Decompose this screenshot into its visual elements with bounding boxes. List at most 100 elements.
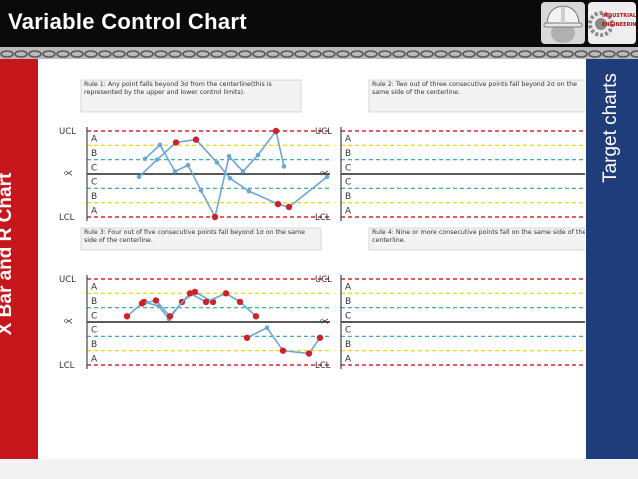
slide-title: Variable Control Chart (8, 9, 247, 34)
charts-panel (49, 64, 585, 459)
centerline-label: X̄ (319, 318, 331, 324)
ucl-label: UCL (315, 275, 332, 285)
zone-label: A (345, 283, 352, 293)
rule-caption: Rule 2: Two out of three consecutive poi… (372, 81, 577, 96)
chain-link (378, 50, 392, 58)
series-line (138, 138, 328, 208)
flagged-data-point (279, 347, 287, 354)
left-sidebar (0, 59, 38, 459)
chain-link (42, 50, 56, 58)
zone-label: B (345, 192, 351, 202)
flagged-data-point (191, 288, 199, 296)
chain-link (630, 50, 638, 58)
chain-link (336, 50, 350, 58)
industrial-engineering-logo: INDUSTRIAL ENGINEERING (588, 2, 636, 44)
data-point (227, 176, 233, 181)
zone-label: C (91, 178, 97, 188)
chain-link (364, 50, 378, 58)
lcl-label: LCL (315, 213, 331, 223)
zone-label: C (345, 178, 351, 188)
lcl-label: LCL (315, 361, 331, 371)
right-sidebar-label: Target charts (600, 73, 621, 183)
chain-link (168, 50, 182, 58)
chain-link (112, 50, 126, 58)
zone-label: C (345, 163, 351, 173)
rule-caption-holder: Rule 1: Any point falls beyond 3σ from t… (84, 81, 272, 96)
chain-link (448, 50, 462, 58)
ucl-label: UCL (315, 127, 332, 137)
chain-link (546, 50, 560, 58)
flagged-data-point (211, 213, 219, 221)
flagged-data-point (186, 290, 194, 297)
chain-link (0, 50, 14, 58)
left-sidebar-label: X Bar and R Chart (0, 144, 18, 364)
title-bar: Variable Control Chart INDUSTRIAL ENGINE… (0, 0, 638, 47)
data-point (246, 188, 252, 194)
zone-label: A (91, 354, 98, 364)
flagged-data-point (192, 136, 200, 143)
zone-label: A (91, 206, 98, 216)
flagged-data-point (166, 313, 174, 320)
zone-label: A (345, 354, 352, 364)
rule-caption-box (80, 79, 302, 113)
chain-link (518, 50, 532, 58)
data-point (154, 157, 160, 162)
flagged-data-point (285, 203, 293, 211)
lcl-label: LCL (59, 213, 75, 223)
rule-caption-box (80, 227, 322, 251)
zone-label: C (345, 326, 351, 336)
zone-label: C (91, 163, 97, 173)
series-line (126, 292, 257, 318)
lcl-label: LCL (59, 361, 75, 371)
centerline-label: X̄ (319, 170, 331, 176)
control-chart-1: Rule 1: Any point falls beyond 3σ from t… (59, 79, 330, 223)
centerline-label: X̄ (63, 318, 75, 324)
chain-link (308, 50, 322, 58)
flagged-data-point (236, 298, 244, 306)
flagged-data-point (272, 127, 280, 135)
chain-link (420, 50, 434, 58)
flagged-data-point (123, 313, 131, 320)
chain-link (84, 50, 98, 58)
chain-link (154, 50, 168, 58)
chain-link (196, 50, 210, 58)
gear-icon (588, 11, 614, 37)
chain-link (266, 50, 280, 58)
left-sidebar-text: X Bar and R Chart (0, 172, 16, 336)
ucl-label: UCL (59, 275, 76, 285)
chain-link (588, 50, 602, 58)
data-point (198, 188, 204, 193)
chain-link (210, 50, 224, 58)
chain-link (280, 50, 294, 58)
data-point (226, 153, 232, 159)
chain-link (602, 50, 616, 58)
data-point (281, 164, 287, 169)
rule-caption: Rule 4: Nine or more consecutive points … (372, 229, 585, 244)
zone-label: B (91, 149, 97, 159)
chain-link (322, 50, 336, 58)
zone-label: A (345, 135, 352, 145)
chain-link (490, 50, 504, 58)
control-chart-4: Rule 4: Nine or more consecutive points … (123, 227, 585, 371)
logo-text-line2: ENGINEERING (602, 22, 636, 28)
rule-caption: Rule 3: Four out of five consecutive poi… (84, 229, 306, 244)
zone-label: A (91, 135, 98, 145)
chain-link (574, 50, 588, 58)
chain-divider (0, 47, 638, 59)
data-point (142, 156, 148, 162)
chain-link (252, 50, 266, 58)
flagged-data-point (222, 290, 230, 297)
chain-link (476, 50, 490, 58)
zone-label: C (345, 311, 351, 321)
data-point (240, 169, 246, 174)
chain-link (294, 50, 308, 58)
flagged-data-point (252, 313, 260, 320)
flagged-data-point (172, 139, 180, 146)
centerline-label: X̄ (63, 170, 75, 176)
rule-caption-holder: Rule 2: Two out of three consecutive poi… (372, 81, 577, 96)
ucl-label: UCL (59, 127, 76, 137)
chain-link (140, 50, 154, 58)
data-point (172, 169, 178, 174)
rule-caption-holder: Rule 4: Nine or more consecutive points … (372, 229, 585, 244)
zone-label: B (91, 297, 97, 307)
